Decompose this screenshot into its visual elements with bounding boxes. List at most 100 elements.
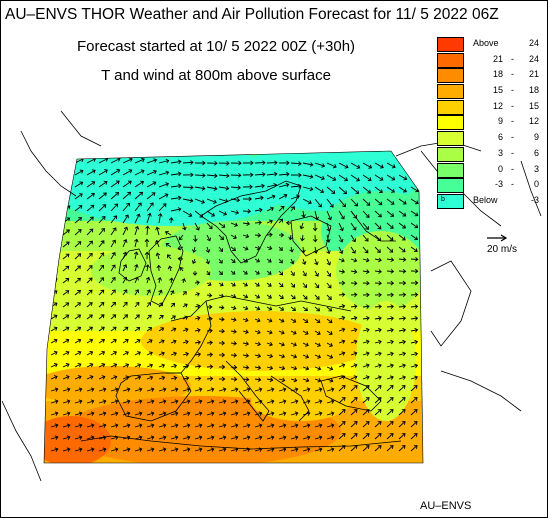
- wind-arrow-head: [339, 227, 344, 232]
- wind-arrow: [194, 388, 202, 392]
- wind-arrow-head: [255, 270, 260, 275]
- wind-arrow: [290, 400, 298, 404]
- wind-arrow: [170, 315, 176, 320]
- wind-arrow: [278, 282, 284, 287]
- wind-arrow: [410, 258, 418, 260]
- wind-arrow: [398, 186, 407, 193]
- wind-arrow-head: [402, 339, 407, 345]
- wind-arrow-head: [67, 157, 72, 163]
- wind-arrow-head: [328, 307, 333, 312]
- wind-arrow-head: [219, 271, 223, 276]
- wind-arrow-head: [205, 260, 211, 265]
- wind-arrow-head: [172, 339, 177, 344]
- wind-arrow: [134, 339, 141, 344]
- wind-arrow: [350, 162, 360, 169]
- wind-arrow-head: [162, 423, 167, 428]
- wind-arrow-head: [171, 302, 176, 307]
- wind-arrow-head: [134, 264, 139, 268]
- wind-arrow-head: [123, 301, 128, 306]
- wind-arrow: [326, 342, 333, 347]
- legend-swatch: [437, 178, 464, 194]
- wind-arrow-head: [231, 259, 236, 263]
- wind-arrow: [398, 364, 406, 368]
- wind-arrow-head: [78, 435, 83, 440]
- wind-arrow: [374, 162, 384, 168]
- wind-arrow-head: [162, 387, 167, 392]
- wind-arrow: [410, 421, 418, 428]
- wind-arrow: [122, 158, 133, 164]
- wind-arrow: [74, 158, 84, 164]
- wind-arrow: [182, 424, 190, 428]
- wind-arrow-head: [280, 330, 285, 335]
- wind-arrow: [242, 424, 250, 428]
- wind-arrow-head: [366, 292, 370, 298]
- wind-arrow: [398, 421, 406, 428]
- wind-arrow: [74, 400, 82, 404]
- wind-arrow-head: [379, 176, 384, 181]
- wind-arrow-head: [222, 399, 227, 404]
- wind-arrow-head: [159, 302, 163, 307]
- wind-arrow: [410, 409, 418, 416]
- wind-arrow: [350, 258, 357, 262]
- wind-arrow: [74, 170, 84, 176]
- wind-arrow: [218, 388, 226, 392]
- wind-arrow-head: [136, 213, 141, 218]
- wind-arrow: [386, 341, 394, 344]
- wind-arrow: [314, 186, 324, 193]
- wind-arrow-head: [328, 296, 332, 300]
- wind-arrow: [362, 445, 370, 452]
- legend-low-value: 15: [492, 85, 503, 96]
- wind-arrow: [302, 198, 312, 204]
- wind-arrow: [314, 162, 325, 167]
- wind-arrow: [314, 448, 322, 452]
- wind-arrow: [74, 448, 82, 452]
- wind-arrow-head: [330, 423, 335, 428]
- wind-arrow-head: [138, 411, 143, 416]
- wind-arrow-head: [165, 158, 170, 164]
- wind-arrow-head: [54, 205, 59, 210]
- wind-arrow-head: [224, 198, 229, 204]
- legend-low-value: 18: [492, 69, 503, 80]
- wind-arrow-head: [190, 185, 194, 190]
- wind-arrow-head: [170, 290, 175, 294]
- wind-arrow-head: [401, 421, 406, 425]
- wind-arrow-head: [316, 330, 321, 335]
- wind-arrow-head: [235, 210, 240, 215]
- wind-arrow-head: [234, 399, 239, 404]
- wind-arrow: [218, 222, 226, 228]
- wind-arrow: [278, 294, 284, 299]
- wind-arrow-head: [213, 186, 218, 191]
- wind-arrow-head: [231, 270, 236, 275]
- wind-arrow: [110, 351, 117, 356]
- wind-arrow-head: [327, 273, 332, 277]
- legend-dash: -: [511, 100, 514, 111]
- wind-arrow-head: [177, 183, 182, 189]
- wind-arrow-head: [222, 435, 227, 440]
- wind-arrow-head: [341, 375, 346, 380]
- wind-arrow: [386, 198, 395, 205]
- wind-arrow: [326, 294, 332, 300]
- wind-arrow-head: [402, 268, 407, 274]
- wind-arrow-head: [112, 239, 117, 244]
- wind-arrow-head: [101, 363, 106, 368]
- wind-arrow: [74, 375, 82, 380]
- wind-arrow: [74, 290, 81, 296]
- wind-arrow-head: [183, 291, 187, 295]
- wind-arrow-head: [90, 204, 95, 209]
- wind-arrow-head: [341, 327, 346, 333]
- wind-arrow: [374, 445, 382, 452]
- wind-arrow-head: [126, 447, 131, 452]
- wind-arrow-head: [291, 206, 295, 210]
- wind-arrow-head: [290, 260, 295, 265]
- wind-arrow-head: [326, 261, 331, 266]
- wind-arrow: [374, 352, 382, 356]
- wind-arrow-head: [114, 411, 119, 416]
- wind-arrow-head: [258, 207, 263, 213]
- wind-arrow: [122, 180, 132, 188]
- wind-arrow: [62, 182, 71, 188]
- wind-arrow-head: [140, 180, 145, 185]
- wind-arrow: [326, 186, 335, 194]
- wind-arrow: [302, 246, 305, 253]
- wind-arrow: [266, 258, 272, 263]
